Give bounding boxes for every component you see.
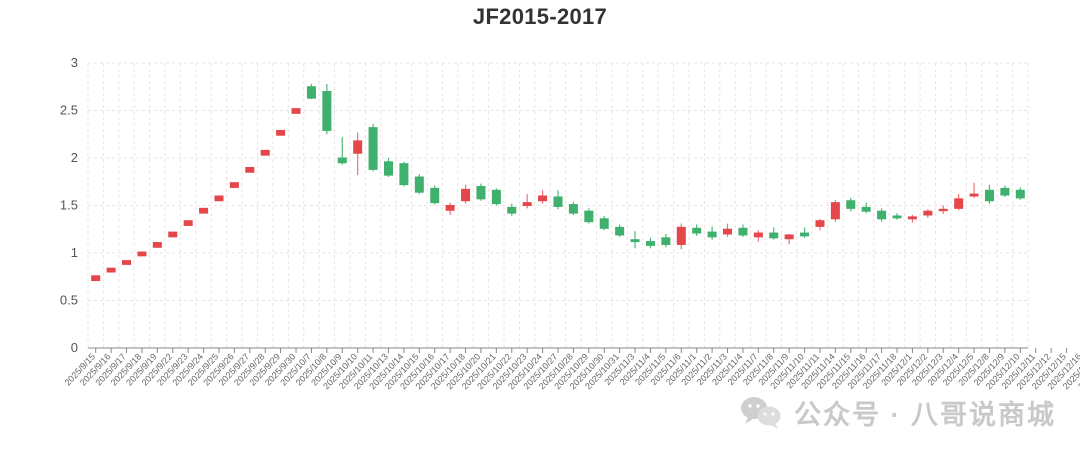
y-axis-tick-label: 1	[71, 245, 78, 260]
candlestick-bar	[984, 184, 994, 204]
candlestick-series	[91, 83, 1025, 282]
candlestick-bar	[122, 260, 132, 265]
chart-title: JF2015-2017	[472, 4, 608, 29]
candlestick-bar	[753, 230, 763, 242]
candlestick-bar	[969, 182, 979, 198]
candlestick-bar	[91, 275, 101, 282]
candlestick-bar	[568, 201, 578, 215]
candlestick-bar	[800, 227, 810, 238]
candlestick-bar	[784, 234, 794, 245]
candlestick-bar	[383, 158, 393, 177]
candlestick-bar	[522, 194, 532, 209]
x-axis: 2025/9/152025/9/162025/9/172025/9/182025…	[63, 348, 1080, 391]
y-axis-tick-label: 1.5	[60, 198, 78, 213]
candlestick-bar	[368, 123, 378, 172]
candlestick-bar	[584, 208, 594, 224]
candlestick-bar	[461, 184, 471, 204]
candlestick-bar	[291, 108, 301, 114]
candlestick-bar	[599, 215, 609, 231]
candlestick-bar	[260, 149, 270, 156]
candlestick-bar	[229, 182, 239, 188]
candlestick-bar	[199, 207, 209, 214]
y-axis-tick-label: 2	[71, 150, 78, 165]
y-axis-tick-label: 2.5	[60, 103, 78, 118]
candlestick-bar	[938, 205, 948, 215]
candlestick-bar	[491, 188, 501, 206]
candlestick-bar	[615, 224, 625, 237]
candlestick-bar	[337, 137, 347, 165]
candlestick-bar	[630, 231, 640, 249]
candlestick-bar	[137, 251, 147, 257]
candlestick-bar	[923, 209, 933, 218]
candlestick-bar	[830, 199, 840, 222]
candlestick-bar	[907, 215, 917, 223]
candlestick-bar	[645, 237, 655, 249]
candlestick-bar	[877, 208, 887, 222]
grid-lines	[87, 62, 1029, 348]
y-axis-tick-label: 0.5	[60, 293, 78, 308]
candlestick-bar	[214, 195, 224, 202]
candlestick-bar	[1015, 187, 1025, 200]
candlestick-bar	[692, 224, 702, 236]
candlestick-bar	[306, 83, 316, 100]
candlestick-bar	[1000, 185, 1010, 197]
y-axis-tick-label: 3	[71, 55, 78, 70]
candlestick-bar	[846, 197, 856, 212]
candlestick-bar	[707, 226, 717, 240]
candlestick-bar	[738, 224, 748, 237]
candlestick-bar	[245, 167, 255, 173]
candlestick-bar	[538, 190, 548, 204]
candlestick-bar	[861, 202, 871, 214]
candlestick-bar	[723, 223, 733, 237]
candlestick-bar	[276, 129, 286, 136]
candlestick-bar	[476, 183, 486, 201]
candlestick-bar	[553, 190, 563, 210]
candlestick-bar	[892, 213, 902, 220]
y-axis-tick-label: 0	[71, 340, 78, 355]
candlestick-bar	[676, 223, 686, 250]
candlestick-bar	[322, 83, 332, 135]
candlestick-bar	[168, 231, 178, 238]
candlestick-bar	[430, 185, 440, 205]
candlestick-bar	[507, 203, 517, 216]
candlestick-bar	[815, 218, 825, 231]
candlestick-bar	[445, 202, 455, 215]
candlestick-bar	[353, 132, 363, 176]
candlestick-bar	[106, 267, 116, 273]
candlestick-bar	[183, 220, 193, 226]
candlestick-bar	[661, 234, 671, 248]
candlestick-bar	[152, 242, 162, 248]
candlestick-bar	[414, 174, 424, 195]
candlestick-bar	[769, 227, 779, 240]
candlestick-bar	[399, 161, 409, 187]
candlestick-bar	[954, 194, 964, 211]
